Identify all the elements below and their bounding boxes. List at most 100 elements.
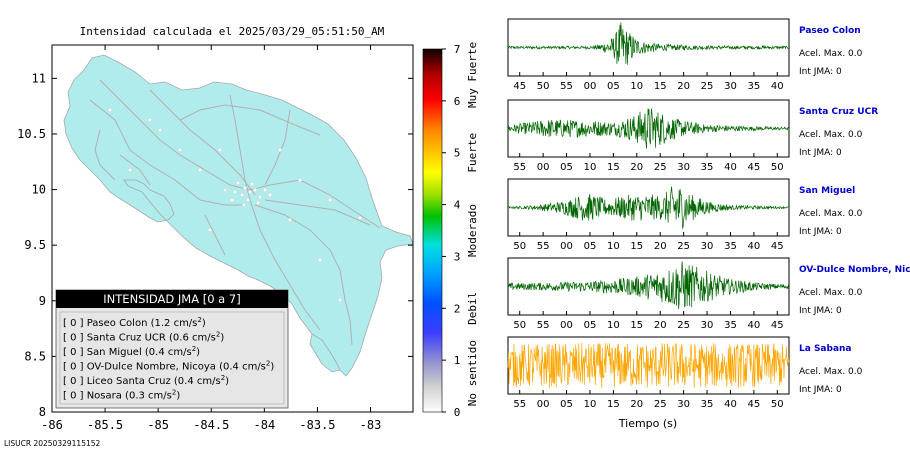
station-jma: Int JMA: 0: [799, 306, 842, 316]
colorbar-category-label: No sentido: [466, 340, 479, 406]
town-marker: [158, 128, 162, 132]
waveform-tick-label: 00: [560, 241, 573, 252]
town-marker: [248, 190, 252, 194]
waveform-tick-label: 00: [560, 320, 573, 331]
waveform-tick-label: 00: [537, 399, 550, 410]
town-marker: [218, 148, 222, 152]
legend-row: [ 0 ] San Miguel (0.4 cm/s2): [63, 345, 200, 358]
map-x-tick-label: -83: [360, 418, 382, 432]
legend-row: [ 0 ] Liceo Santa Cruz (0.4 cm/s2): [63, 374, 229, 387]
waveform-tick-label: 15: [607, 399, 620, 410]
town-marker: [253, 188, 257, 192]
town-marker: [256, 201, 260, 205]
road: [264, 109, 291, 186]
waveform-tick-label: 20: [677, 81, 690, 92]
waveform-tick-label: 45: [771, 241, 784, 252]
station-name: Paseo Colon: [799, 26, 861, 36]
waveform-tick-label: 25: [701, 81, 714, 92]
town-marker: [233, 190, 237, 194]
waveform-tick-label: 30: [677, 162, 690, 173]
colorbar-tick-label: 5: [454, 147, 461, 160]
town-marker: [338, 298, 342, 302]
road: [94, 129, 116, 181]
waveform-tick-label: 40: [724, 162, 737, 173]
station-jma: Int JMA: 0: [799, 67, 842, 77]
waveform-tick-label: 35: [724, 241, 737, 252]
waveform-tick-label: 25: [654, 399, 667, 410]
waveform-tick-label: 15: [607, 162, 620, 173]
map-x-axis: -86 -85.5 -85 -84.5 -84 -83.5 -83: [41, 45, 381, 432]
waveform-tick-label: 25: [677, 241, 690, 252]
station-accel: Acel. Max. 0.0: [799, 49, 863, 59]
town-marker: [288, 218, 292, 222]
road: [99, 79, 381, 229]
waveform-tick-label: 50: [513, 241, 526, 252]
waveform-tick-label: 05: [560, 399, 573, 410]
town-marker: [178, 148, 182, 152]
town-marker: [128, 168, 132, 172]
station-jma: Int JMA: 0: [799, 227, 842, 237]
road: [119, 154, 151, 186]
town-marker: [236, 181, 240, 185]
waveform-tick-label: 50: [771, 162, 784, 173]
waveform-tick-label: 45: [748, 162, 761, 173]
town-markers: [108, 108, 362, 302]
waveform-tick-label: 45: [513, 81, 526, 92]
town-marker: [223, 188, 227, 192]
waveform-tick-label: 30: [701, 320, 714, 331]
waveform-tick-label: 50: [513, 320, 526, 331]
colorbar-tick-label: 4: [454, 199, 461, 212]
town-marker: [250, 182, 254, 186]
colorbar-tick-label: 7: [454, 43, 461, 56]
station-name: OV-Dulce Nombre, Nicoya: [799, 265, 910, 275]
waveform-panel: 55 00 05 10 15 20 25 30 35 40 45 50 Santa Cruz UCR Ac…: [507, 99, 878, 173]
waveform-tick-label: 55: [513, 399, 526, 410]
waveform-tick-label: 35: [748, 81, 761, 92]
waveform-tick-label: 10: [607, 320, 620, 331]
waveform-trace: [507, 22, 790, 65]
station-jma: Int JMA: 0: [799, 385, 842, 395]
waveform-panel: 50 55 00 05 10 15 20 25 30 35 40 45 San Miguel Acel. …: [507, 178, 863, 252]
map-y-tick-label: 8.5: [24, 349, 46, 363]
colorbar-tick-label: 6: [454, 95, 461, 108]
waveform-tick-label: 05: [584, 320, 597, 331]
town-marker: [278, 148, 282, 152]
town-marker: [148, 118, 152, 122]
time-axis-label: Tiempo (s): [618, 417, 677, 430]
town-marker: [298, 178, 302, 182]
map-y-tick-label: 8: [39, 405, 46, 419]
waveform-tick-label: 10: [584, 399, 597, 410]
colorbar-category-label: Debil: [466, 292, 479, 325]
station-accel: Acel. Max. 0.0: [799, 367, 863, 377]
legend-rows: [ 0 ] Paseo Colon (1.2 cm/s2) [ 0 ] Santa…: [63, 316, 274, 402]
waveform-trace: [507, 342, 790, 389]
road: [149, 89, 256, 196]
waveform-tick-label: 35: [701, 162, 714, 173]
station-name: San Miguel: [799, 186, 855, 196]
town-marker: [358, 216, 362, 220]
map-y-tick-label: 9: [39, 294, 46, 308]
map-x-tick-label: -86: [41, 418, 63, 432]
intensity-colorbar: 7 6 5 4 3 2 1 0 Muy Fuerte Fuerte Moderado Debil No…: [422, 42, 479, 419]
waveform-tick-label: 40: [748, 241, 761, 252]
waveform-tick-label: 30: [677, 399, 690, 410]
waveform-panel: 55 00 05 10 15 20 25 30 35 40 45 50 La Sabana Acel. M…: [507, 336, 863, 410]
colorbar-category-label: Muy Fuerte: [466, 42, 479, 108]
waveform-tick-label: 10: [607, 241, 620, 252]
colorbar-category-label: Moderado: [466, 204, 479, 257]
waveform-trace: [507, 108, 790, 149]
map-y-tick-label: 10.5: [17, 127, 46, 141]
waveform-tick-label: 25: [677, 320, 690, 331]
colorbar-tick-label: 0: [454, 406, 461, 419]
station-accel: Acel. Max. 0.0: [799, 288, 863, 298]
waveform-trace: [507, 261, 790, 310]
waveform-tick-label: 20: [654, 320, 667, 331]
footer-id: LISUCR 20250329115152: [4, 439, 101, 448]
map-x-tick-label: -85.5: [87, 418, 123, 432]
legend-row: [ 0 ] Paseo Colon (1.2 cm/s2): [63, 316, 206, 329]
waveform-tick-label: 15: [630, 320, 643, 331]
waveform-tick-label: 40: [724, 399, 737, 410]
map-y-tick-label: 9.5: [24, 238, 46, 252]
road: [89, 99, 245, 206]
